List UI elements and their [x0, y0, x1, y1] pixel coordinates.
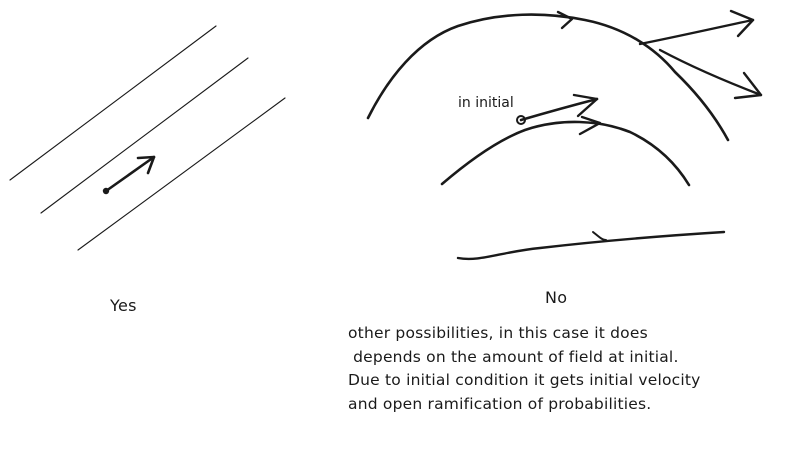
branch-arrow-2 [658, 48, 763, 97]
branch-arrow-1-head [729, 9, 755, 38]
velocity-arrow [102, 155, 156, 195]
upper-trajectory [366, 13, 730, 142]
initial-point-label: in initial [458, 95, 514, 111]
lower-trajectory [456, 230, 726, 261]
lower-trajectory-tick [592, 231, 607, 241]
middle-trajectory [440, 120, 691, 187]
note-line-3: Due to initial condition it gets initial… [348, 371, 701, 389]
initial-velocity-arrowhead [572, 93, 599, 118]
field-line-3 [77, 97, 286, 251]
arrow-head [136, 155, 156, 175]
explanation-note: other possibilities, in this case it doe… [348, 322, 803, 416]
note-line-2: depends on the amount of field at initia… [348, 347, 679, 366]
arrow-shaft [104, 155, 156, 193]
upper-arc-arrowhead [556, 10, 574, 30]
note-line-4: and open ramification of probabilities. [348, 394, 652, 413]
left-diagram [9, 25, 286, 251]
initial-velocity-arrow [519, 97, 599, 122]
middle-arc-arrowhead [578, 115, 602, 136]
note-line-1: other possibilities, in this case it doe… [348, 324, 648, 342]
branch-arrow-1 [638, 18, 755, 46]
right-caption: No [545, 288, 568, 307]
right-diagram [366, 9, 763, 261]
field-line-2 [40, 57, 249, 214]
branch-arrow-2-head [733, 71, 763, 100]
field-line-1 [9, 25, 217, 181]
left-caption: Yes [110, 296, 137, 315]
